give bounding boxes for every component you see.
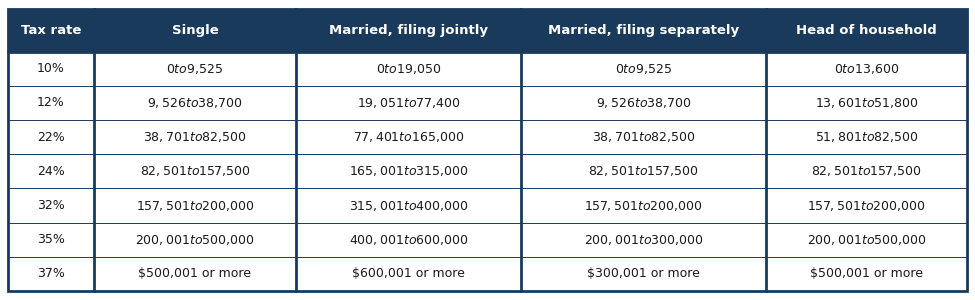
Text: $400,001 to $600,000: $400,001 to $600,000 [349, 233, 468, 247]
Bar [521, 154, 765, 188]
Bar [521, 52, 765, 86]
Text: $165,001 to $315,000: $165,001 to $315,000 [349, 164, 468, 178]
Bar [95, 9, 295, 52]
Text: $38,701 to $82,500: $38,701 to $82,500 [143, 130, 247, 144]
Text: $157,501 to $200,000: $157,501 to $200,000 [584, 199, 703, 212]
Bar [8, 120, 95, 154]
Text: $13,601 to $51,800: $13,601 to $51,800 [815, 96, 918, 110]
Bar [765, 188, 967, 223]
Bar [8, 154, 95, 188]
Text: $0 to $9,525: $0 to $9,525 [167, 62, 223, 76]
Bar [95, 154, 295, 188]
Text: 35%: 35% [37, 233, 65, 246]
Text: Tax rate: Tax rate [20, 24, 81, 37]
Bar [95, 223, 295, 257]
Bar [95, 52, 295, 86]
Text: $82,501 to $157,500: $82,501 to $157,500 [139, 164, 251, 178]
Text: $82,501 to $157,500: $82,501 to $157,500 [811, 164, 921, 178]
Bar [521, 86, 765, 120]
Bar [295, 188, 521, 223]
Bar [765, 223, 967, 257]
Bar [8, 9, 95, 52]
Bar [521, 223, 765, 257]
Text: $82,501 to $157,500: $82,501 to $157,500 [588, 164, 699, 178]
Text: Head of household: Head of household [797, 24, 937, 37]
Text: $500,001 or more: $500,001 or more [810, 267, 923, 280]
Text: Single: Single [172, 24, 218, 37]
Bar [765, 52, 967, 86]
Text: $157,501 to $200,000: $157,501 to $200,000 [136, 199, 254, 212]
Bar [8, 188, 95, 223]
Bar [8, 52, 95, 86]
Text: $157,501 to $200,000: $157,501 to $200,000 [807, 199, 926, 212]
Bar [765, 154, 967, 188]
Text: $500,001 or more: $500,001 or more [138, 267, 252, 280]
Bar [521, 120, 765, 154]
Bar [521, 9, 765, 52]
Text: $600,001 or more: $600,001 or more [352, 267, 465, 280]
Text: 12%: 12% [37, 97, 65, 110]
Bar [295, 257, 521, 291]
Text: $200,001 to $500,000: $200,001 to $500,000 [806, 233, 926, 247]
Bar [8, 86, 95, 120]
Text: $0 to $13,600: $0 to $13,600 [834, 62, 899, 76]
Text: $300,001 or more: $300,001 or more [587, 267, 700, 280]
Text: 24%: 24% [37, 165, 65, 178]
Bar [95, 86, 295, 120]
Bar [295, 86, 521, 120]
Text: $77,401 to $165,000: $77,401 to $165,000 [353, 130, 464, 144]
Bar [765, 120, 967, 154]
Bar [8, 257, 95, 291]
Text: $200,001 to $500,000: $200,001 to $500,000 [136, 233, 254, 247]
Bar [765, 86, 967, 120]
Text: Married, filing jointly: Married, filing jointly [329, 24, 488, 37]
Text: $19,051 to $77,400: $19,051 to $77,400 [357, 96, 460, 110]
Text: $9,526 to $38,700: $9,526 to $38,700 [147, 96, 243, 110]
Text: $9,526 to $38,700: $9,526 to $38,700 [596, 96, 691, 110]
Text: $38,701 to $82,500: $38,701 to $82,500 [592, 130, 695, 144]
Bar [765, 9, 967, 52]
Bar [295, 120, 521, 154]
Text: 37%: 37% [37, 267, 65, 280]
Bar [295, 154, 521, 188]
Text: $315,001 to $400,000: $315,001 to $400,000 [349, 199, 468, 212]
Bar [295, 9, 521, 52]
Text: $0 to $19,050: $0 to $19,050 [375, 62, 441, 76]
Bar [295, 52, 521, 86]
Text: 10%: 10% [37, 62, 65, 75]
Bar [521, 257, 765, 291]
Text: 32%: 32% [37, 199, 65, 212]
Bar [95, 120, 295, 154]
Bar [95, 257, 295, 291]
Text: $51,801 to $82,500: $51,801 to $82,500 [815, 130, 918, 144]
Bar [295, 223, 521, 257]
Bar [521, 188, 765, 223]
Bar [765, 257, 967, 291]
Text: $0 to $9,525: $0 to $9,525 [615, 62, 672, 76]
Bar [95, 188, 295, 223]
Text: 22%: 22% [37, 131, 65, 144]
Text: Married, filing separately: Married, filing separately [548, 24, 739, 37]
Bar [8, 223, 95, 257]
Text: $200,001 to $300,000: $200,001 to $300,000 [584, 233, 703, 247]
